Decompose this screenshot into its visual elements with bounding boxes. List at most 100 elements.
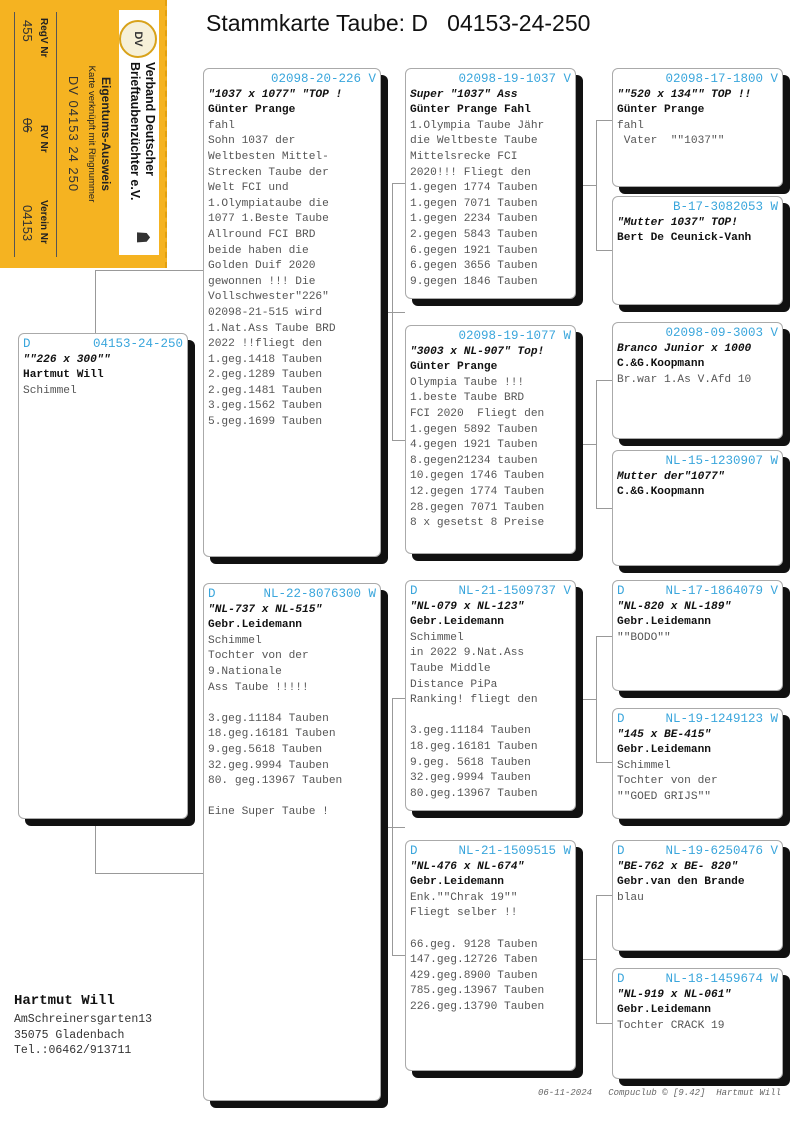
ring-prefix: D	[410, 584, 418, 598]
description-line: 10.gegen 1746 Tauben	[410, 470, 545, 483]
description-line: 28.gegen 7071 Tauben	[410, 501, 545, 514]
connector-line	[576, 444, 596, 445]
description-line: beide haben die	[208, 244, 309, 257]
connector-line	[596, 120, 612, 121]
description-line: 18.geg.16181 Tauben	[208, 728, 336, 741]
ring-number: NL-19-6250476 V	[665, 844, 778, 858]
description-line: 2.geg.1481 Tauben	[208, 384, 323, 397]
sex-marker: V	[563, 584, 571, 598]
description-line: Taube Middle	[410, 662, 491, 675]
description-line: 2.gegen 5843 Tauben	[410, 228, 538, 241]
pigeon-card-sire[interactable]: 02098-20-226 V "1037 x 1077" "TOP ! Günter…	[203, 68, 381, 557]
pedigree-note: Mutter der"1077"	[617, 470, 725, 483]
description-line: 66.geg. 9128 Tauben	[410, 938, 538, 951]
description-line: Distance PiPa	[410, 678, 498, 691]
ring-prefix: D	[208, 587, 216, 601]
pigeon-card-ddd[interactable]: D NL-18-1459674 W "NL-919 x NL-061" Gebr.Le…	[612, 968, 783, 1079]
pigeon-card-dam[interactable]: D NL-22-8076300 W "NL-737 x NL-515" Gebr.Le…	[203, 583, 381, 1101]
sex-marker: V	[368, 72, 376, 86]
pigeon-card-dam-dam[interactable]: D NL-21-1509515 W "NL-476 x NL-674" Gebr.Le…	[405, 840, 576, 1071]
connector-line	[381, 826, 405, 828]
connector-line	[596, 1023, 612, 1024]
connector-line	[596, 636, 597, 762]
connector-line	[596, 636, 612, 637]
pigeon-card-sss[interactable]: 02098-17-1800 V ""520 x 134"" TOP !! Günte…	[612, 68, 783, 187]
description-line: 147.geg.12726 Taben	[410, 954, 538, 967]
pigeon-card-dsd[interactable]: D NL-19-1249123 W "145 x BE-415" Gebr.Leide…	[612, 708, 783, 819]
sex-marker: V	[563, 72, 571, 86]
sex-marker: W	[770, 972, 778, 986]
description-line: Br.war 1.As V.Afd 10	[617, 373, 752, 386]
breeder-name: Hartmut Will	[23, 369, 104, 382]
breeder-name: C.&G.Koopmann	[617, 486, 705, 499]
pigeon-card-sdd[interactable]: NL-15-1230907 W Mutter der"1077" C.&G.Koop…	[612, 450, 783, 566]
description-line: 6.gegen 1921 Tauben	[410, 244, 538, 257]
connector-line	[596, 508, 612, 509]
card-value-regv: 455	[20, 20, 35, 42]
description-line: Golden Duif 2020	[208, 260, 316, 273]
pigeon-card-dam-sire[interactable]: D NL-21-1509737 V "NL-079 x NL-123" Gebr.Le…	[405, 580, 576, 811]
connector-line	[596, 895, 597, 1023]
pigeon-card-dss[interactable]: D NL-17-1864079 V "NL-820 x NL-189" Gebr.Le…	[612, 580, 783, 691]
connector-line	[596, 380, 597, 508]
ring-header: D NL-21-1509515 W	[410, 844, 571, 860]
owner-phone: Tel.:06462/913711	[14, 1044, 132, 1057]
breeder-name: Gebr.Leidemann	[208, 619, 302, 632]
connector-line	[95, 270, 96, 333]
description-line: 3.geg.11184 Tauben	[410, 725, 531, 738]
sex-marker: W	[770, 454, 778, 468]
ring-header: D NL-21-1509737 V	[410, 584, 571, 600]
pigeon-card-sire-sire[interactable]: 02098-19-1037 V Super "1037" Ass Günter Pr…	[405, 68, 576, 299]
ring-number: 02098-20-226 V	[270, 72, 376, 86]
pigeon-card-sds[interactable]: 02098-09-3003 V Branco Junior x 1000 C.&G.…	[612, 322, 783, 439]
description-line	[410, 709, 571, 725]
pigeon-card-dds[interactable]: D NL-19-6250476 V "BE-762 x BE- 820" Gebr.v…	[612, 840, 783, 951]
ring-prefix: D	[410, 844, 418, 858]
description-line: 9.geg.5618 Tauben	[208, 743, 323, 756]
pigeon-card-subject[interactable]: D 04153-24-250 ""226 x 300"" Hartmut Will S…	[18, 333, 188, 819]
description-line: fahl	[208, 119, 235, 132]
description-line: Tochter von der	[617, 775, 718, 788]
pigeon-card-sire-dam[interactable]: 02098-19-1077 W "3003 x NL-907" Top! Günte…	[405, 325, 576, 554]
ring-header: D NL-19-1249123 W	[617, 712, 778, 728]
description-line: 12.gegen 1774 Tauben	[410, 485, 545, 498]
breeder-name: Gebr.Leidemann	[617, 1004, 711, 1017]
pedigree-note: "NL-737 x NL-515"	[208, 603, 323, 616]
association-logo-icon: DV	[119, 20, 157, 58]
ring-number: NL-18-1459674 W	[665, 972, 778, 986]
sex-marker: W	[770, 712, 778, 726]
description-line	[208, 790, 376, 806]
ring-header: D 04153-24-250	[23, 337, 183, 353]
card-label-verein: Verein Nr	[38, 200, 49, 244]
description-line: 32.geg.9994 Tauben	[410, 772, 531, 785]
connector-line	[576, 959, 596, 960]
breeder-name: Gebr.Leidemann	[410, 876, 504, 889]
connector-line	[95, 818, 96, 874]
connector-line	[392, 698, 405, 699]
breeder-name: Günter Prange	[208, 104, 296, 117]
pedigree-note: ""226 x 300""	[23, 353, 111, 366]
ring-number: 02098-19-1077 W	[458, 329, 571, 343]
ring-prefix: D	[617, 972, 625, 986]
description-line: Olympia Taube !!!	[410, 376, 525, 389]
card-label-regv: RegV Nr	[38, 18, 49, 58]
description-line: fahl	[617, 119, 644, 132]
description-line: 32.geg.9994 Tauben	[208, 759, 329, 772]
pigeon-card-ssd[interactable]: B-17-3082053 W "Mutter 1037" TOP! Bert De …	[612, 196, 783, 305]
description-line: 6.gegen 3656 Tauben	[410, 260, 538, 273]
pedigree-note: "NL-919 x NL-061"	[617, 988, 732, 1001]
description-line: 1.gegen 5892 Tauben	[410, 423, 538, 436]
ring-header: 02098-17-1800 V	[617, 72, 778, 88]
sex-marker: V	[770, 72, 778, 86]
connector-line	[95, 270, 203, 271]
description-line: Schimmel	[208, 634, 262, 647]
card-label-rv: RV Nr	[38, 125, 49, 153]
ring-prefix: D	[617, 584, 625, 598]
description-line: ""BODO""	[617, 631, 671, 644]
sex-marker: W	[368, 587, 376, 601]
description-line: Schimmel	[410, 631, 464, 644]
description-line: 1.geg.1418 Tauben	[208, 353, 323, 366]
ring-number: NL-21-1509515 W	[458, 844, 571, 858]
page-title: Stammkarte Taube: D 04153-24-250	[206, 10, 591, 36]
